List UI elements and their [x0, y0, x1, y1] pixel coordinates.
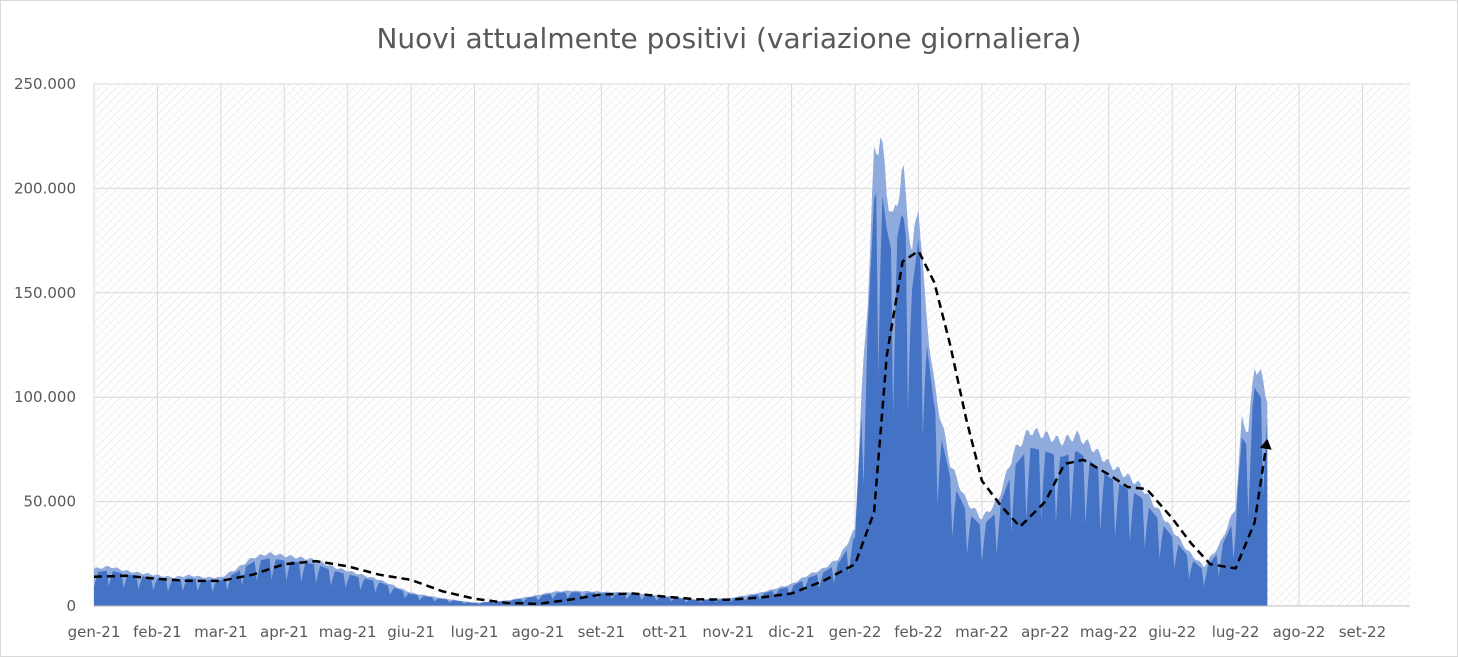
x-tick-label: ott-21 — [642, 623, 687, 641]
x-tick-label: feb-21 — [133, 623, 182, 641]
x-tick-label: mar-21 — [194, 623, 248, 641]
y-tick-label: 200.000 — [14, 179, 76, 197]
x-tick-label: feb-22 — [894, 623, 943, 641]
x-tick-label: set-22 — [1339, 623, 1386, 641]
y-tick-label: 150.000 — [14, 284, 76, 302]
plot-background-crosshatch — [94, 84, 1410, 606]
chart-title: Nuovi attualmente positivi (variazione g… — [376, 22, 1082, 55]
x-tick-label: lug-22 — [1212, 623, 1260, 641]
trend-arrow-head — [1259, 439, 1272, 450]
trend-line — [93, 249, 1269, 606]
x-tick-label: mag-22 — [1080, 623, 1138, 641]
x-tick-label: mar-22 — [955, 623, 1009, 641]
y-tick-label: 50.000 — [24, 493, 77, 511]
y-tick-label: 0 — [66, 597, 76, 615]
x-tick-label: lug-21 — [451, 623, 499, 641]
x-tick-label: nov-21 — [702, 623, 754, 641]
x-tick-label: giu-21 — [387, 623, 435, 641]
x-tick-label: gen-22 — [829, 623, 882, 641]
x-tick-label: giu-22 — [1148, 623, 1196, 641]
y-tick-label: 250.000 — [14, 75, 76, 93]
area-series-daily — [94, 192, 1268, 607]
x-tick-label: apr-22 — [1021, 623, 1069, 641]
x-tick-label: ago-21 — [512, 623, 565, 641]
y-tick-label: 100.000 — [14, 388, 76, 406]
x-tick-label: mag-21 — [319, 623, 377, 641]
x-tick-label: ago-22 — [1273, 623, 1326, 641]
x-tick-label: set-21 — [578, 623, 625, 641]
x-tick-label: apr-21 — [260, 623, 308, 641]
x-tick-label: dic-21 — [768, 623, 814, 641]
x-tick-label: gen-21 — [68, 623, 121, 641]
